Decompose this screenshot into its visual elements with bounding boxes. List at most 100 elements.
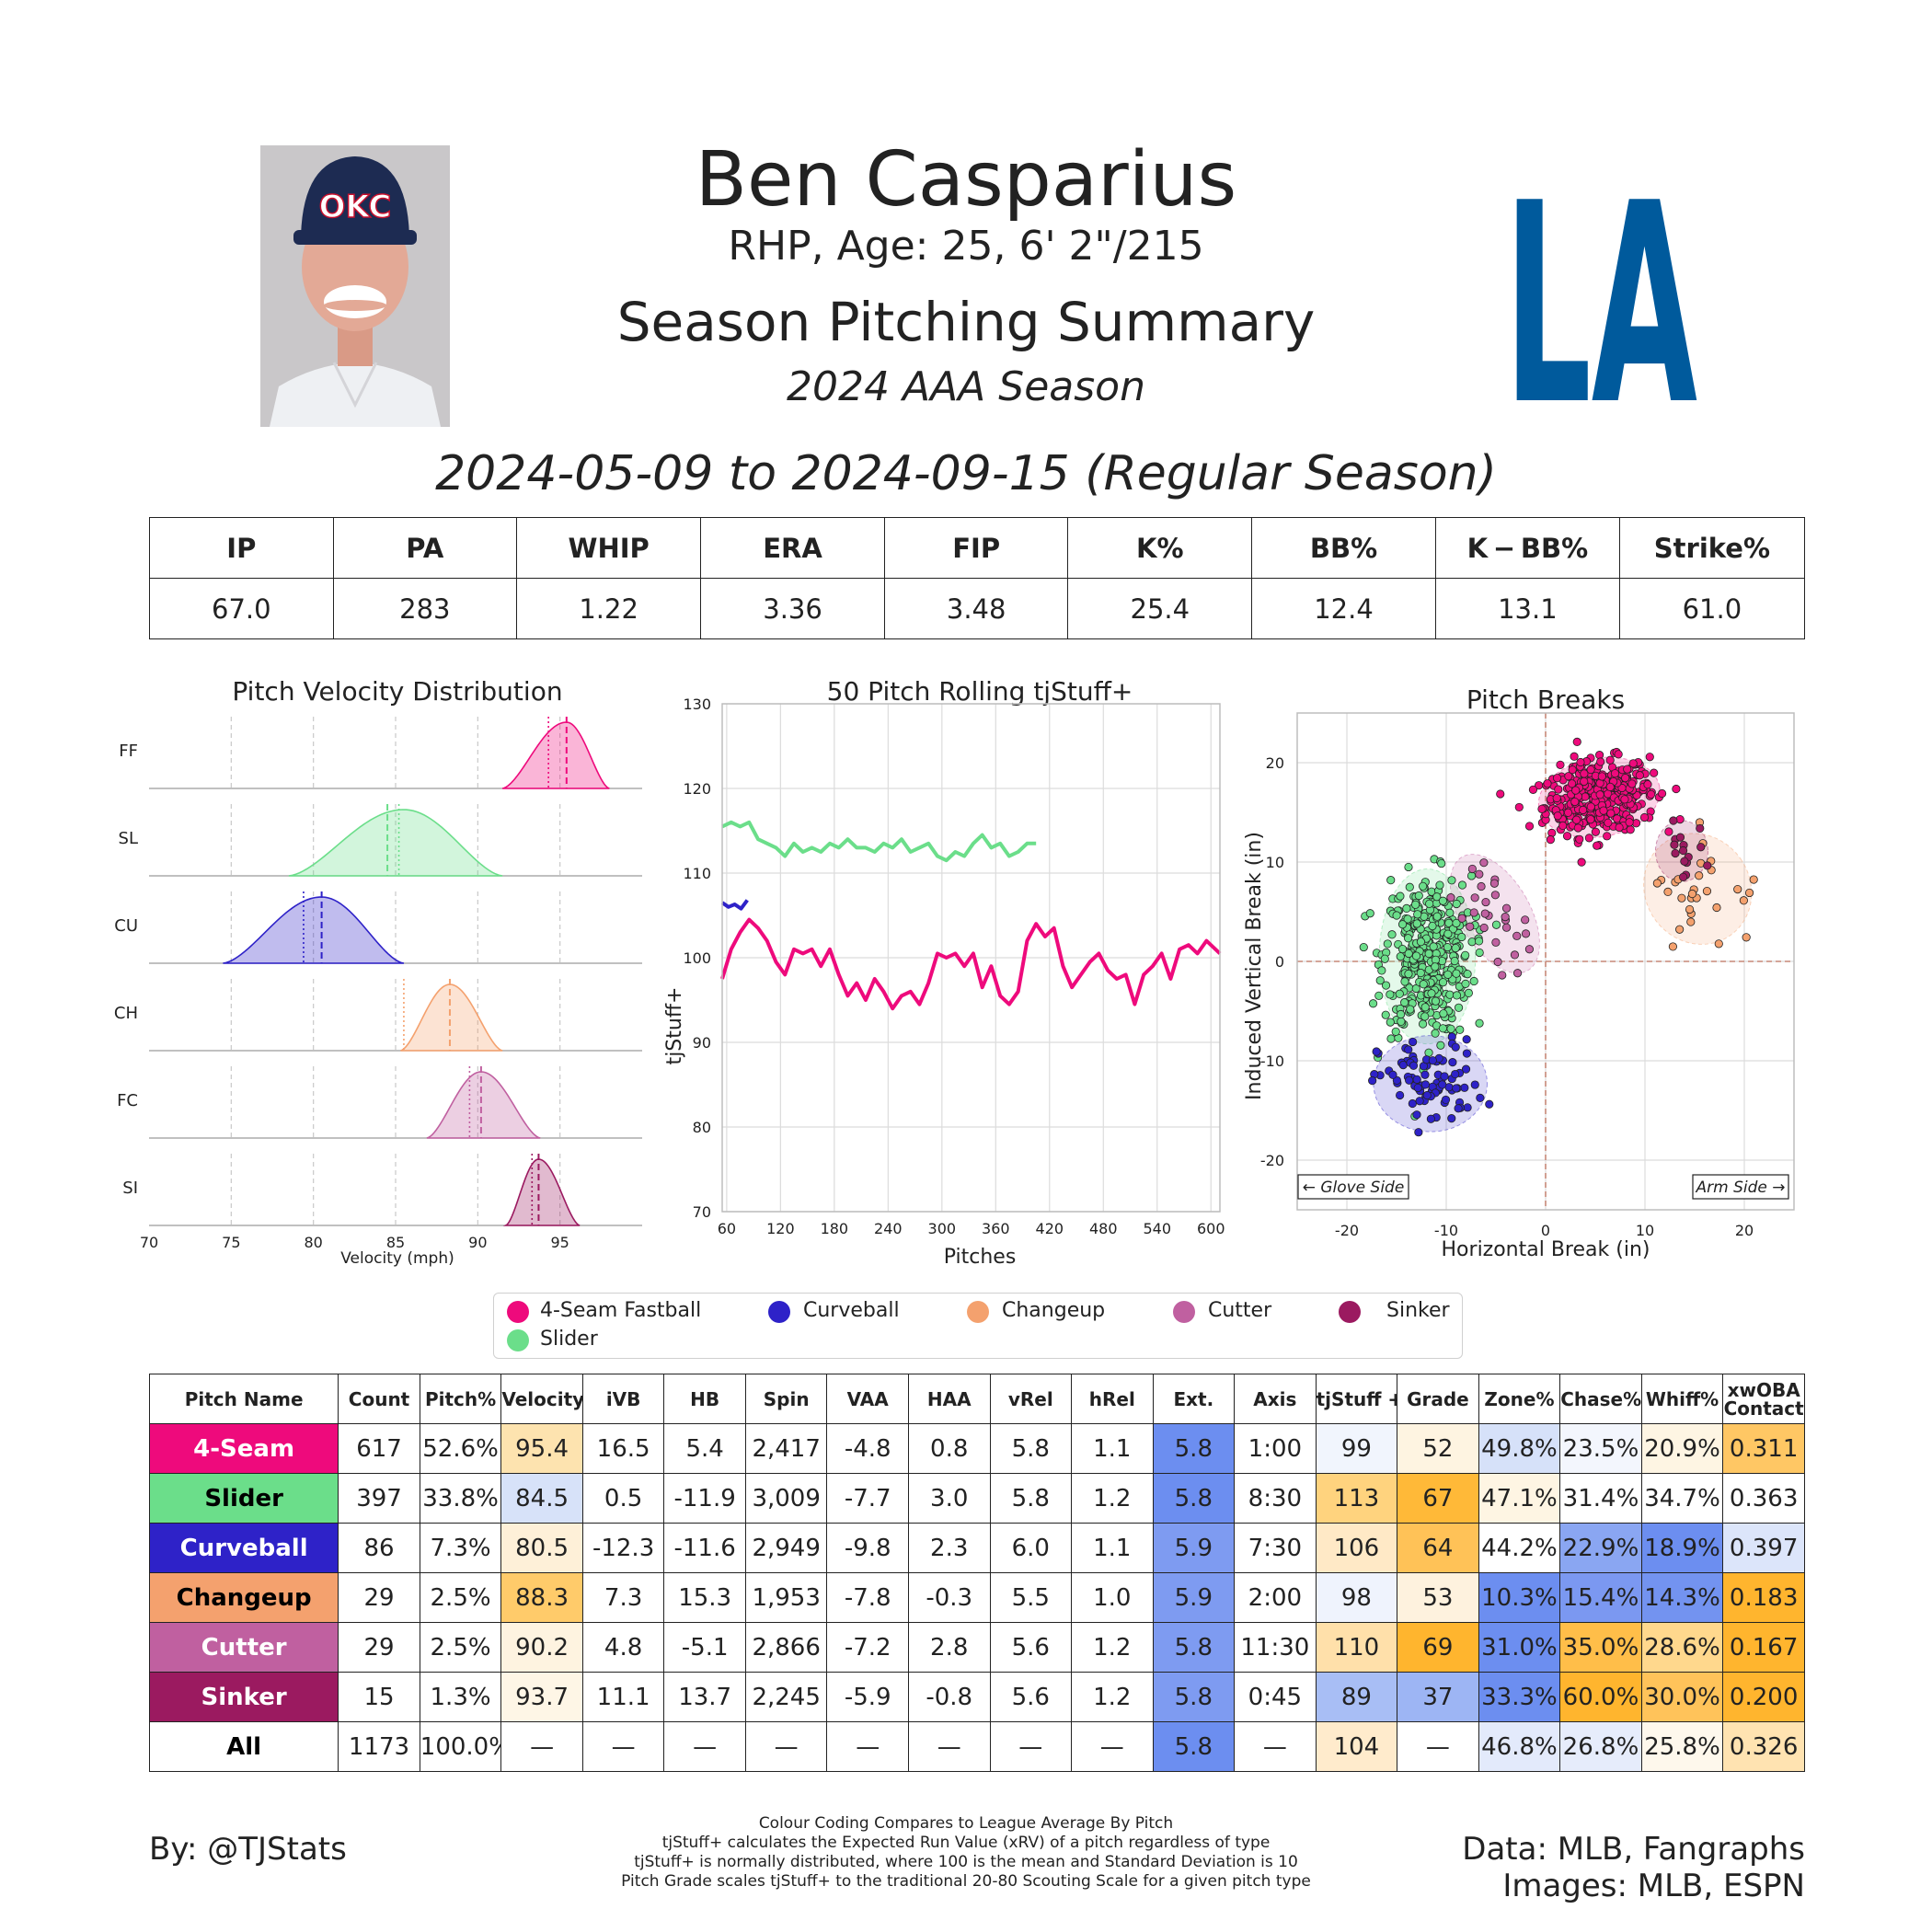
footnote: Pitch Grade scales tjStuff+ to the tradi… bbox=[621, 1872, 1311, 1891]
breaks-point-CU bbox=[1476, 1093, 1485, 1102]
breaks-point-CH bbox=[1744, 888, 1754, 898]
breaks-point-FF bbox=[1580, 769, 1589, 778]
breaks-point-SL bbox=[1383, 939, 1392, 949]
breaks-point-SL bbox=[1455, 1025, 1465, 1034]
breaks-point-FF bbox=[1568, 765, 1577, 775]
pitch-table-cell: 46.8% bbox=[1478, 1721, 1561, 1772]
pitch-table-cell: 93.7 bbox=[500, 1672, 583, 1722]
breaks-point-FF bbox=[1586, 802, 1595, 811]
breaks-point-FF bbox=[1579, 805, 1588, 815]
rolling-x-tick: 480 bbox=[1089, 1220, 1118, 1237]
pitch-table-cell: 5.6 bbox=[989, 1672, 1073, 1722]
breaks-x-label: Horizontal Break (in) bbox=[1442, 1238, 1650, 1261]
breaks-point-SL bbox=[1452, 991, 1462, 1000]
stat-header: IP bbox=[149, 517, 334, 579]
breaks-point-SI bbox=[1696, 823, 1705, 834]
breaks-point-FF bbox=[1563, 808, 1573, 817]
velocity-x-tick: 85 bbox=[386, 1234, 405, 1251]
breaks-x-tick: -20 bbox=[1335, 1222, 1359, 1239]
breaks-point-SL bbox=[1431, 1029, 1440, 1038]
stat-header: BB% bbox=[1251, 517, 1436, 579]
pitch-table-cell: 0.363 bbox=[1722, 1473, 1805, 1524]
breaks-point-SL bbox=[1424, 949, 1433, 959]
pitch-table-cell: — bbox=[663, 1721, 746, 1772]
pitch-table-cell: 53 bbox=[1397, 1572, 1479, 1623]
rolling-x-label: Pitches bbox=[944, 1246, 1017, 1269]
breaks-point-SL bbox=[1405, 882, 1414, 891]
breaks-point-SL bbox=[1463, 970, 1472, 979]
breaks-point-SL bbox=[1450, 956, 1459, 966]
pitch-table-cell: 20.9% bbox=[1640, 1423, 1724, 1474]
breaks-point-SL bbox=[1445, 908, 1455, 917]
stat-value: 25.4 bbox=[1067, 578, 1253, 639]
velocity-row-label: CU bbox=[114, 916, 138, 936]
pitch-table-cell: — bbox=[826, 1721, 909, 1772]
breaks-point-CH bbox=[1652, 879, 1662, 888]
pitch-table-column-header: Axis bbox=[1234, 1374, 1317, 1424]
breaks-point-SL bbox=[1403, 914, 1412, 924]
pitch-table-column-header: Pitch Name bbox=[148, 1374, 339, 1424]
footnotes: Colour Coding Compares to League Average… bbox=[0, 1814, 1932, 1892]
velocity-x-label: Velocity (mph) bbox=[340, 1249, 454, 1268]
footnote: Colour Coding Compares to League Average… bbox=[758, 1814, 1174, 1833]
pitch-table-cell: — bbox=[1397, 1721, 1479, 1772]
breaks-point-SL bbox=[1461, 950, 1470, 960]
rolling-y-tick: 70 bbox=[693, 1203, 711, 1221]
pitch-table-cell: 2,245 bbox=[744, 1672, 828, 1722]
pitch-table-column-header: Zone% bbox=[1478, 1374, 1561, 1424]
stat-header: ERA bbox=[700, 517, 885, 579]
breaks-point-SL bbox=[1419, 881, 1428, 891]
pitch-table-cell: 1.2 bbox=[1071, 1672, 1154, 1722]
breaks-point-FF bbox=[1524, 822, 1535, 831]
pitch-table-cell: 5.4 bbox=[663, 1423, 746, 1474]
pitch-table-cell: -0.3 bbox=[907, 1572, 991, 1623]
pitch-table-column-header: HAA bbox=[907, 1374, 991, 1424]
breaks-point-CU bbox=[1454, 1104, 1463, 1113]
breaks-point-FF bbox=[1635, 771, 1644, 780]
breaks-point-CH bbox=[1749, 875, 1758, 884]
velocity-row-label: CH bbox=[114, 1004, 138, 1023]
breaks-point-SI bbox=[1678, 845, 1688, 856]
breaks-point-FF bbox=[1572, 737, 1581, 746]
pitch-table-column-header: Chase% bbox=[1559, 1374, 1642, 1424]
breaks-point-SL bbox=[1404, 949, 1413, 959]
breaks-point-SL bbox=[1413, 910, 1422, 919]
pitch-table-cell: 80.5 bbox=[500, 1523, 583, 1573]
velocity-row-label: SL bbox=[119, 829, 138, 848]
breaks-point-SL bbox=[1397, 1017, 1406, 1026]
pitch-table-cell: 88.3 bbox=[500, 1572, 583, 1623]
pitch-table-cell: — bbox=[581, 1721, 665, 1772]
breaks-point-SL bbox=[1418, 1019, 1428, 1029]
pitch-table-cell: — bbox=[500, 1721, 583, 1772]
breaks-point-FF bbox=[1554, 785, 1563, 794]
breaks-point-SL bbox=[1368, 999, 1378, 1008]
rolling-y-tick: 100 bbox=[683, 949, 711, 967]
glove-side-annotation: ← Glove Side bbox=[1297, 1174, 1409, 1200]
pitch-table-cell: 7:30 bbox=[1234, 1523, 1317, 1573]
breaks-point-CU bbox=[1415, 1097, 1424, 1106]
stat-value: 61.0 bbox=[1618, 578, 1806, 639]
breaks-point-CU bbox=[1447, 1114, 1456, 1123]
pitch-table-cell: 3.0 bbox=[907, 1473, 991, 1524]
breaks-point-FC bbox=[1501, 903, 1512, 913]
pitch-table-cell: -11.6 bbox=[663, 1523, 746, 1573]
pitch-table-column-header: Velocity bbox=[500, 1374, 583, 1424]
pitch-table-cell: 26.8% bbox=[1559, 1721, 1642, 1772]
breaks-point-SL bbox=[1475, 1018, 1484, 1028]
legend-dot-sinker bbox=[1339, 1301, 1361, 1323]
pitch-table-cell: — bbox=[989, 1721, 1073, 1772]
rolling-y-tick: 120 bbox=[683, 780, 711, 798]
breaks-chart-title: Pitch Breaks bbox=[1466, 684, 1625, 715]
breaks-point-CU bbox=[1409, 1061, 1419, 1070]
breaks-point-SL bbox=[1432, 892, 1442, 902]
velocity-density-CH bbox=[400, 983, 503, 1052]
pitch-table-cell: 113 bbox=[1315, 1473, 1398, 1524]
stat-value: 12.4 bbox=[1251, 578, 1436, 639]
pitch-table-cell: 2.3 bbox=[907, 1523, 991, 1573]
image-credit: Images: MLB, ESPN bbox=[1502, 1868, 1805, 1904]
pitch-table-column-header: vRel bbox=[989, 1374, 1073, 1424]
source-credits: Data: MLB, Fangraphs Images: MLB, ESPN bbox=[1462, 1831, 1805, 1904]
pitch-table-cell: 5.8 bbox=[1152, 1473, 1236, 1524]
pitch-table-cell: 34.7% bbox=[1640, 1473, 1724, 1524]
breaks-x-tick: 0 bbox=[1541, 1222, 1550, 1239]
